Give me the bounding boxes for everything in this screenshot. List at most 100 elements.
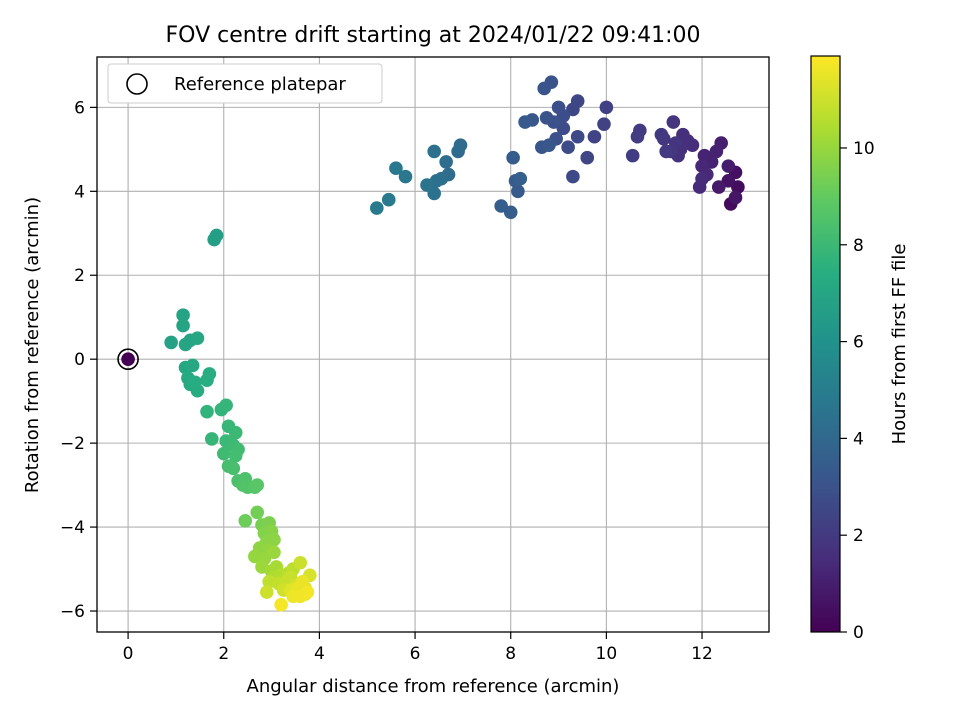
data-point — [630, 129, 645, 144]
legend-box — [107, 63, 383, 104]
x-tick-label: 8 — [505, 644, 516, 664]
data-point — [389, 161, 403, 176]
data-point — [731, 180, 745, 194]
data-point — [542, 138, 556, 152]
data-point — [267, 532, 281, 547]
data-point — [695, 171, 709, 186]
data-point — [654, 127, 669, 142]
data-point — [381, 192, 396, 207]
data-point — [587, 129, 602, 144]
data-point — [176, 308, 190, 322]
colorbar-tick-label: 2 — [853, 526, 864, 546]
data-point — [200, 404, 214, 419]
x-axis-label: Angular distance from reference (arcmin) — [247, 676, 620, 697]
legend-label: Reference platepar — [174, 74, 346, 95]
data-point — [228, 425, 243, 440]
data-point — [427, 144, 441, 159]
colorbar-tick-label: 0 — [853, 623, 864, 643]
x-tick-label: 12 — [691, 644, 713, 664]
colorbar-label: Hours from first FF file — [889, 244, 910, 445]
data-point — [518, 115, 532, 129]
data-point — [439, 155, 453, 169]
data-point — [259, 585, 274, 599]
data-point — [566, 102, 580, 117]
data-point — [267, 545, 281, 560]
data-point — [556, 121, 571, 136]
x-tick-label: 2 — [218, 644, 229, 664]
y-tick-label: −4 — [60, 518, 85, 538]
data-point — [659, 144, 673, 159]
data-point — [711, 180, 726, 194]
data-point — [190, 331, 205, 346]
data-point — [200, 373, 214, 387]
chart-title: FOV centre drift starting at 2024/01/22 … — [166, 23, 701, 48]
data-points — [121, 75, 745, 612]
x-tick-label: 4 — [314, 644, 325, 664]
data-point — [551, 100, 566, 115]
x-axis-ticks: 0 2 4 6 8 10 12 — [123, 632, 713, 664]
data-point — [121, 352, 135, 366]
data-point — [185, 358, 200, 373]
data-point — [566, 169, 580, 184]
colorbar-ticks: 0 2 4 6 8 10 — [840, 139, 875, 643]
colorbar-tick-label: 4 — [853, 429, 864, 449]
y-tick-label: 0 — [74, 350, 85, 370]
data-point — [597, 117, 611, 131]
data-point — [503, 205, 518, 220]
colorbar: 0 2 4 6 8 10 Hours from first FF file — [810, 55, 910, 643]
data-point — [370, 201, 384, 215]
data-point — [721, 159, 736, 173]
colorbar-tick-label: 10 — [853, 139, 875, 159]
reference-platepar-marker — [117, 348, 139, 370]
data-point — [238, 513, 253, 528]
data-point — [728, 190, 743, 205]
data-point — [709, 144, 724, 159]
data-point — [494, 199, 508, 213]
x-tick-label: 10 — [596, 644, 618, 664]
data-point — [216, 446, 231, 461]
data-point — [420, 178, 434, 192]
data-point — [207, 232, 221, 247]
y-tick-label: −2 — [60, 434, 85, 454]
y-axis-label: Rotation from reference (arcmin) — [22, 197, 43, 493]
data-point — [570, 129, 585, 144]
colorbar-tick-label: 6 — [853, 333, 864, 353]
data-point — [219, 398, 233, 413]
data-point — [250, 505, 265, 520]
data-point — [506, 150, 520, 165]
y-tick-label: 6 — [74, 98, 85, 118]
y-axis-ticks: −6 −4 −2 0 2 4 6 — [60, 98, 97, 622]
data-point — [625, 148, 640, 163]
data-point — [398, 169, 413, 184]
reference-ring — [117, 348, 139, 370]
data-point — [511, 184, 525, 199]
colorbar-gradient — [810, 55, 841, 633]
data-point — [293, 555, 308, 570]
y-tick-label: 4 — [74, 182, 85, 202]
data-point — [204, 432, 219, 446]
data-point — [537, 81, 552, 96]
x-tick-label: 0 — [123, 644, 134, 664]
data-point — [274, 597, 288, 612]
y-tick-label: 2 — [74, 266, 85, 286]
data-point — [513, 171, 528, 186]
data-point — [561, 140, 575, 155]
data-point — [164, 335, 178, 350]
data-point — [539, 111, 554, 125]
data-point — [721, 174, 736, 188]
data-point — [188, 375, 202, 390]
data-point — [226, 461, 241, 476]
data-point — [697, 148, 712, 163]
data-point — [300, 585, 315, 599]
legend-marker-icon — [126, 73, 148, 95]
data-point — [228, 448, 243, 463]
data-point — [666, 115, 681, 129]
legend: Reference platepar — [107, 63, 383, 104]
colorbar-tick-label: 8 — [853, 236, 864, 256]
data-point — [451, 144, 465, 159]
data-point — [599, 100, 614, 115]
data-point — [295, 574, 310, 589]
plot-frame — [96, 56, 770, 633]
y-tick-label: −6 — [60, 602, 85, 622]
